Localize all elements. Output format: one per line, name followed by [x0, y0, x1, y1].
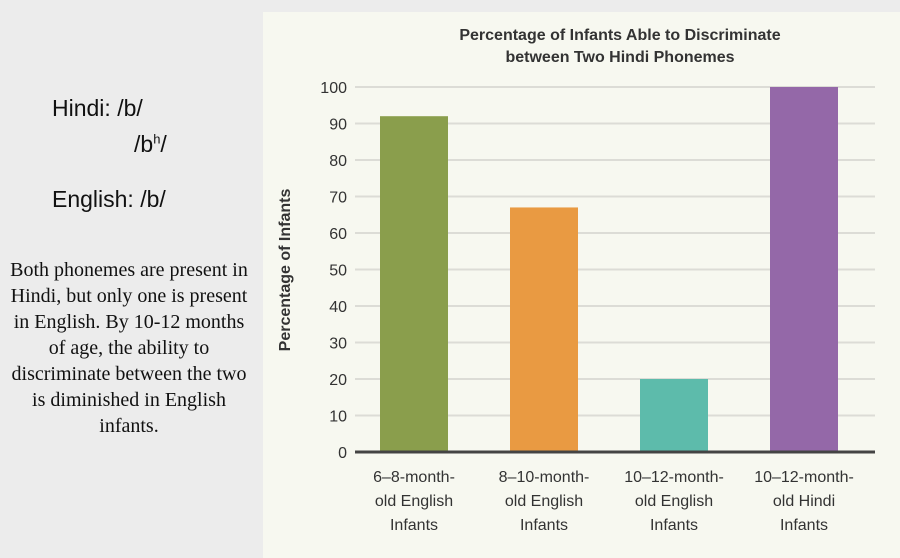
- y-tick-label: 40: [329, 299, 347, 316]
- y-tick-label: 20: [329, 372, 347, 389]
- hindi-label: Hindi: /b/: [52, 95, 143, 121]
- x-tick-label: 10–12-month-: [754, 469, 854, 486]
- phoneme-superscript: h: [153, 131, 161, 147]
- y-tick-label: 90: [329, 117, 347, 134]
- y-tick-label: 50: [329, 263, 347, 280]
- x-tick-label: Infants: [650, 517, 698, 534]
- y-tick-label: 0: [338, 445, 347, 462]
- y-tick-label: 30: [329, 336, 347, 353]
- phoneme-end: /: [160, 131, 167, 157]
- bar: [770, 87, 838, 452]
- x-tick-label: old English: [635, 493, 713, 510]
- y-tick-label: 80: [329, 153, 347, 170]
- x-tick-label: 6–8-month-: [373, 469, 455, 486]
- bar: [380, 116, 448, 452]
- bar: [640, 379, 708, 452]
- phoneme-panel: Hindi: /b/ /bh/ English: /b/ Both phonem…: [0, 0, 262, 558]
- x-tick-label: Infants: [520, 517, 568, 534]
- x-tick-label: old English: [375, 493, 453, 510]
- x-tick-label: Infants: [780, 517, 828, 534]
- description: Both phonemes are present in Hindi, but …: [10, 259, 248, 437]
- bar: [510, 207, 578, 452]
- phoneme-base: /b: [134, 131, 154, 157]
- x-tick-label: 10–12-month-: [624, 469, 724, 486]
- x-tick-label: 8–10-month-: [499, 469, 590, 486]
- x-tick-label: old Hindi: [773, 493, 835, 510]
- chart-title-line: between Two Hindi Phonemes: [505, 49, 734, 66]
- y-tick-label: 60: [329, 226, 347, 243]
- y-tick-label: 70: [329, 190, 347, 207]
- x-tick-label: old English: [505, 493, 583, 510]
- hindi-second-phoneme: /bh/: [134, 131, 167, 158]
- x-tick-label: Infants: [390, 517, 438, 534]
- y-tick-label: 10: [329, 409, 347, 426]
- y-axis-label: Percentage of Infants: [277, 189, 294, 352]
- y-tick-label: 100: [320, 80, 347, 97]
- chart-title-line: Percentage of Infants Able to Discrimina…: [459, 27, 780, 44]
- english-label: English: /b/: [52, 186, 166, 212]
